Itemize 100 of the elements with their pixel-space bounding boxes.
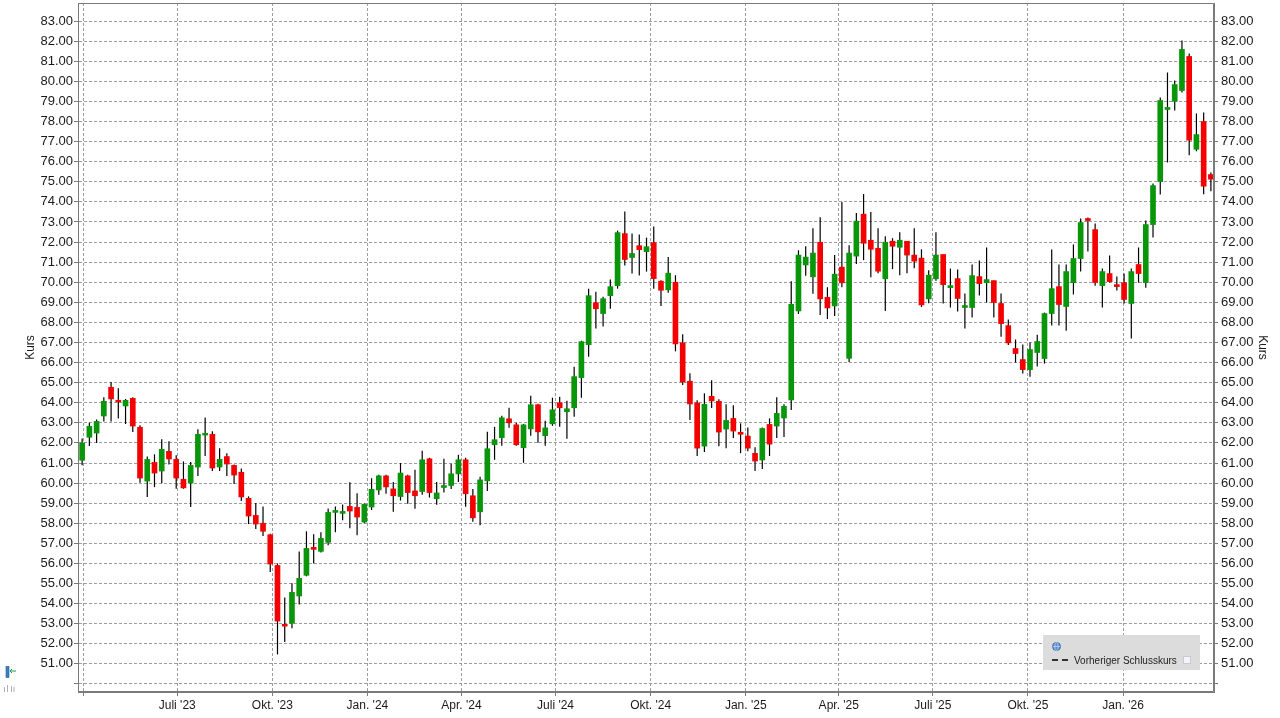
candlestick — [470, 488, 476, 523]
y2-tick-label: 55.00 — [1221, 575, 1254, 591]
candlestick — [108, 381, 114, 423]
y-tick-label: 82.00 — [40, 32, 73, 48]
candlestick — [643, 237, 650, 273]
y-tick-label: 56.00 — [40, 555, 73, 571]
candlestick — [904, 240, 910, 274]
y-tick-label: 53.00 — [40, 615, 73, 631]
y2-tick-label: 66.00 — [1221, 354, 1254, 370]
y-tick-label: 69.00 — [40, 293, 73, 309]
candlestick — [636, 234, 643, 277]
y2-tick-label: 64.00 — [1221, 394, 1254, 410]
y-tick-label: 68.00 — [40, 313, 73, 329]
y2-tick-label: 83.00 — [1221, 12, 1254, 28]
y-tick-label: 73.00 — [40, 213, 73, 229]
candlestick — [1019, 343, 1026, 375]
y-tick-label: 54.00 — [40, 595, 73, 611]
candlestick — [498, 415, 505, 447]
candlestick — [600, 296, 606, 328]
y-tick-label: 63.00 — [40, 414, 73, 430]
y-tick-label: 77.00 — [40, 133, 73, 149]
y2-tick-label: 52.00 — [1221, 635, 1254, 651]
y-tick-label: 76.00 — [40, 153, 73, 169]
x-tick-label: Juli '24 — [537, 697, 575, 712]
y2-tick-label: 74.00 — [1221, 193, 1254, 209]
candlestick — [752, 446, 758, 472]
y-tick-label: 75.00 — [40, 173, 73, 189]
candlestick — [310, 533, 317, 565]
y-tick-label: 62.00 — [40, 434, 73, 450]
candlestick — [375, 474, 382, 496]
candlestick — [954, 268, 961, 313]
x-tick-label: Apr. '24 — [441, 697, 482, 712]
y2-tick-label: 65.00 — [1221, 374, 1254, 390]
candlestick — [455, 454, 462, 483]
candlestick — [542, 420, 549, 447]
candlestick — [144, 455, 151, 498]
candlestick — [390, 481, 397, 513]
candlestick — [101, 396, 107, 423]
candlestick — [549, 397, 556, 427]
y-tick-label: 81.00 — [40, 52, 73, 68]
y-tick-label: 60.00 — [40, 474, 73, 490]
candlestick — [115, 387, 122, 420]
y2-tick-label: 57.00 — [1221, 534, 1254, 550]
candlestick — [744, 426, 751, 452]
x-tick-label: Apr. '25 — [818, 697, 860, 712]
x-tick-label: Jan. '26 — [1102, 697, 1145, 712]
y-tick-label: 78.00 — [40, 113, 73, 129]
candlestick — [998, 292, 1004, 338]
y-tick-label: 72.00 — [40, 233, 73, 249]
y-tick-label: 83.00 — [40, 12, 73, 28]
y-tick-label: 57.00 — [40, 534, 73, 550]
y2-tick-label: 68.00 — [1221, 313, 1254, 329]
candlestick — [506, 407, 512, 429]
candlestick — [383, 474, 389, 495]
y2-tick-label: 76.00 — [1221, 153, 1254, 169]
x-tick-label: Jan. '25 — [724, 697, 767, 712]
candlestick — [86, 422, 93, 447]
y-tick-label: 67.00 — [40, 334, 73, 350]
y2-tick-label: 58.00 — [1221, 514, 1254, 530]
x-tick-label: Jan. '24 — [346, 697, 389, 712]
candlestick — [224, 452, 230, 477]
candlestick — [983, 246, 990, 304]
y-tick-label: 65.00 — [40, 374, 73, 390]
y2-tick-label: 73.00 — [1221, 213, 1254, 229]
candlestick — [839, 201, 845, 288]
candlestick — [629, 233, 635, 275]
candlestick — [1056, 263, 1062, 327]
candlestick — [889, 237, 896, 270]
y-tick-label: 55.00 — [40, 575, 73, 591]
y2-tick-label: 53.00 — [1221, 615, 1254, 631]
y2-tick-label: 79.00 — [1221, 93, 1254, 109]
y2-tick-label: 72.00 — [1221, 233, 1254, 249]
candlestick — [737, 422, 744, 454]
candlestick — [166, 440, 172, 466]
y-tick-label: 52.00 — [40, 635, 73, 651]
candlestick — [1106, 254, 1113, 284]
y2-tick-label: 61.00 — [1221, 454, 1254, 470]
candlestick — [1135, 246, 1142, 284]
y2-tick-label: 81.00 — [1221, 52, 1254, 68]
y-tick-label: 58.00 — [40, 514, 73, 530]
candlestick — [173, 454, 180, 490]
y2-tick-label: 82.00 — [1221, 32, 1254, 48]
y2-tick-label: 63.00 — [1221, 414, 1254, 430]
legend-label: Vorheriger Schlusskurs — [1074, 654, 1177, 666]
y-axis-title: Kurs — [22, 335, 37, 360]
y2-tick-label: 78.00 — [1221, 113, 1254, 129]
y2-tick-label: 75.00 — [1221, 173, 1254, 189]
y-tick-label: 79.00 — [40, 93, 73, 109]
candlestick — [332, 505, 339, 533]
y2-tick-label: 77.00 — [1221, 133, 1254, 149]
y2-tick-label: 56.00 — [1221, 555, 1254, 571]
y-tick-label: 64.00 — [40, 394, 73, 410]
y2-tick-label: 70.00 — [1221, 273, 1254, 289]
y2-tick-label: 62.00 — [1221, 434, 1254, 450]
candlestick — [564, 400, 570, 440]
y-tick-label: 70.00 — [40, 273, 73, 289]
candlestick — [1085, 216, 1091, 253]
x-tick-label: Juli '23 — [158, 697, 197, 712]
y2-tick-label: 51.00 — [1221, 655, 1254, 671]
candlestick — [665, 256, 672, 294]
